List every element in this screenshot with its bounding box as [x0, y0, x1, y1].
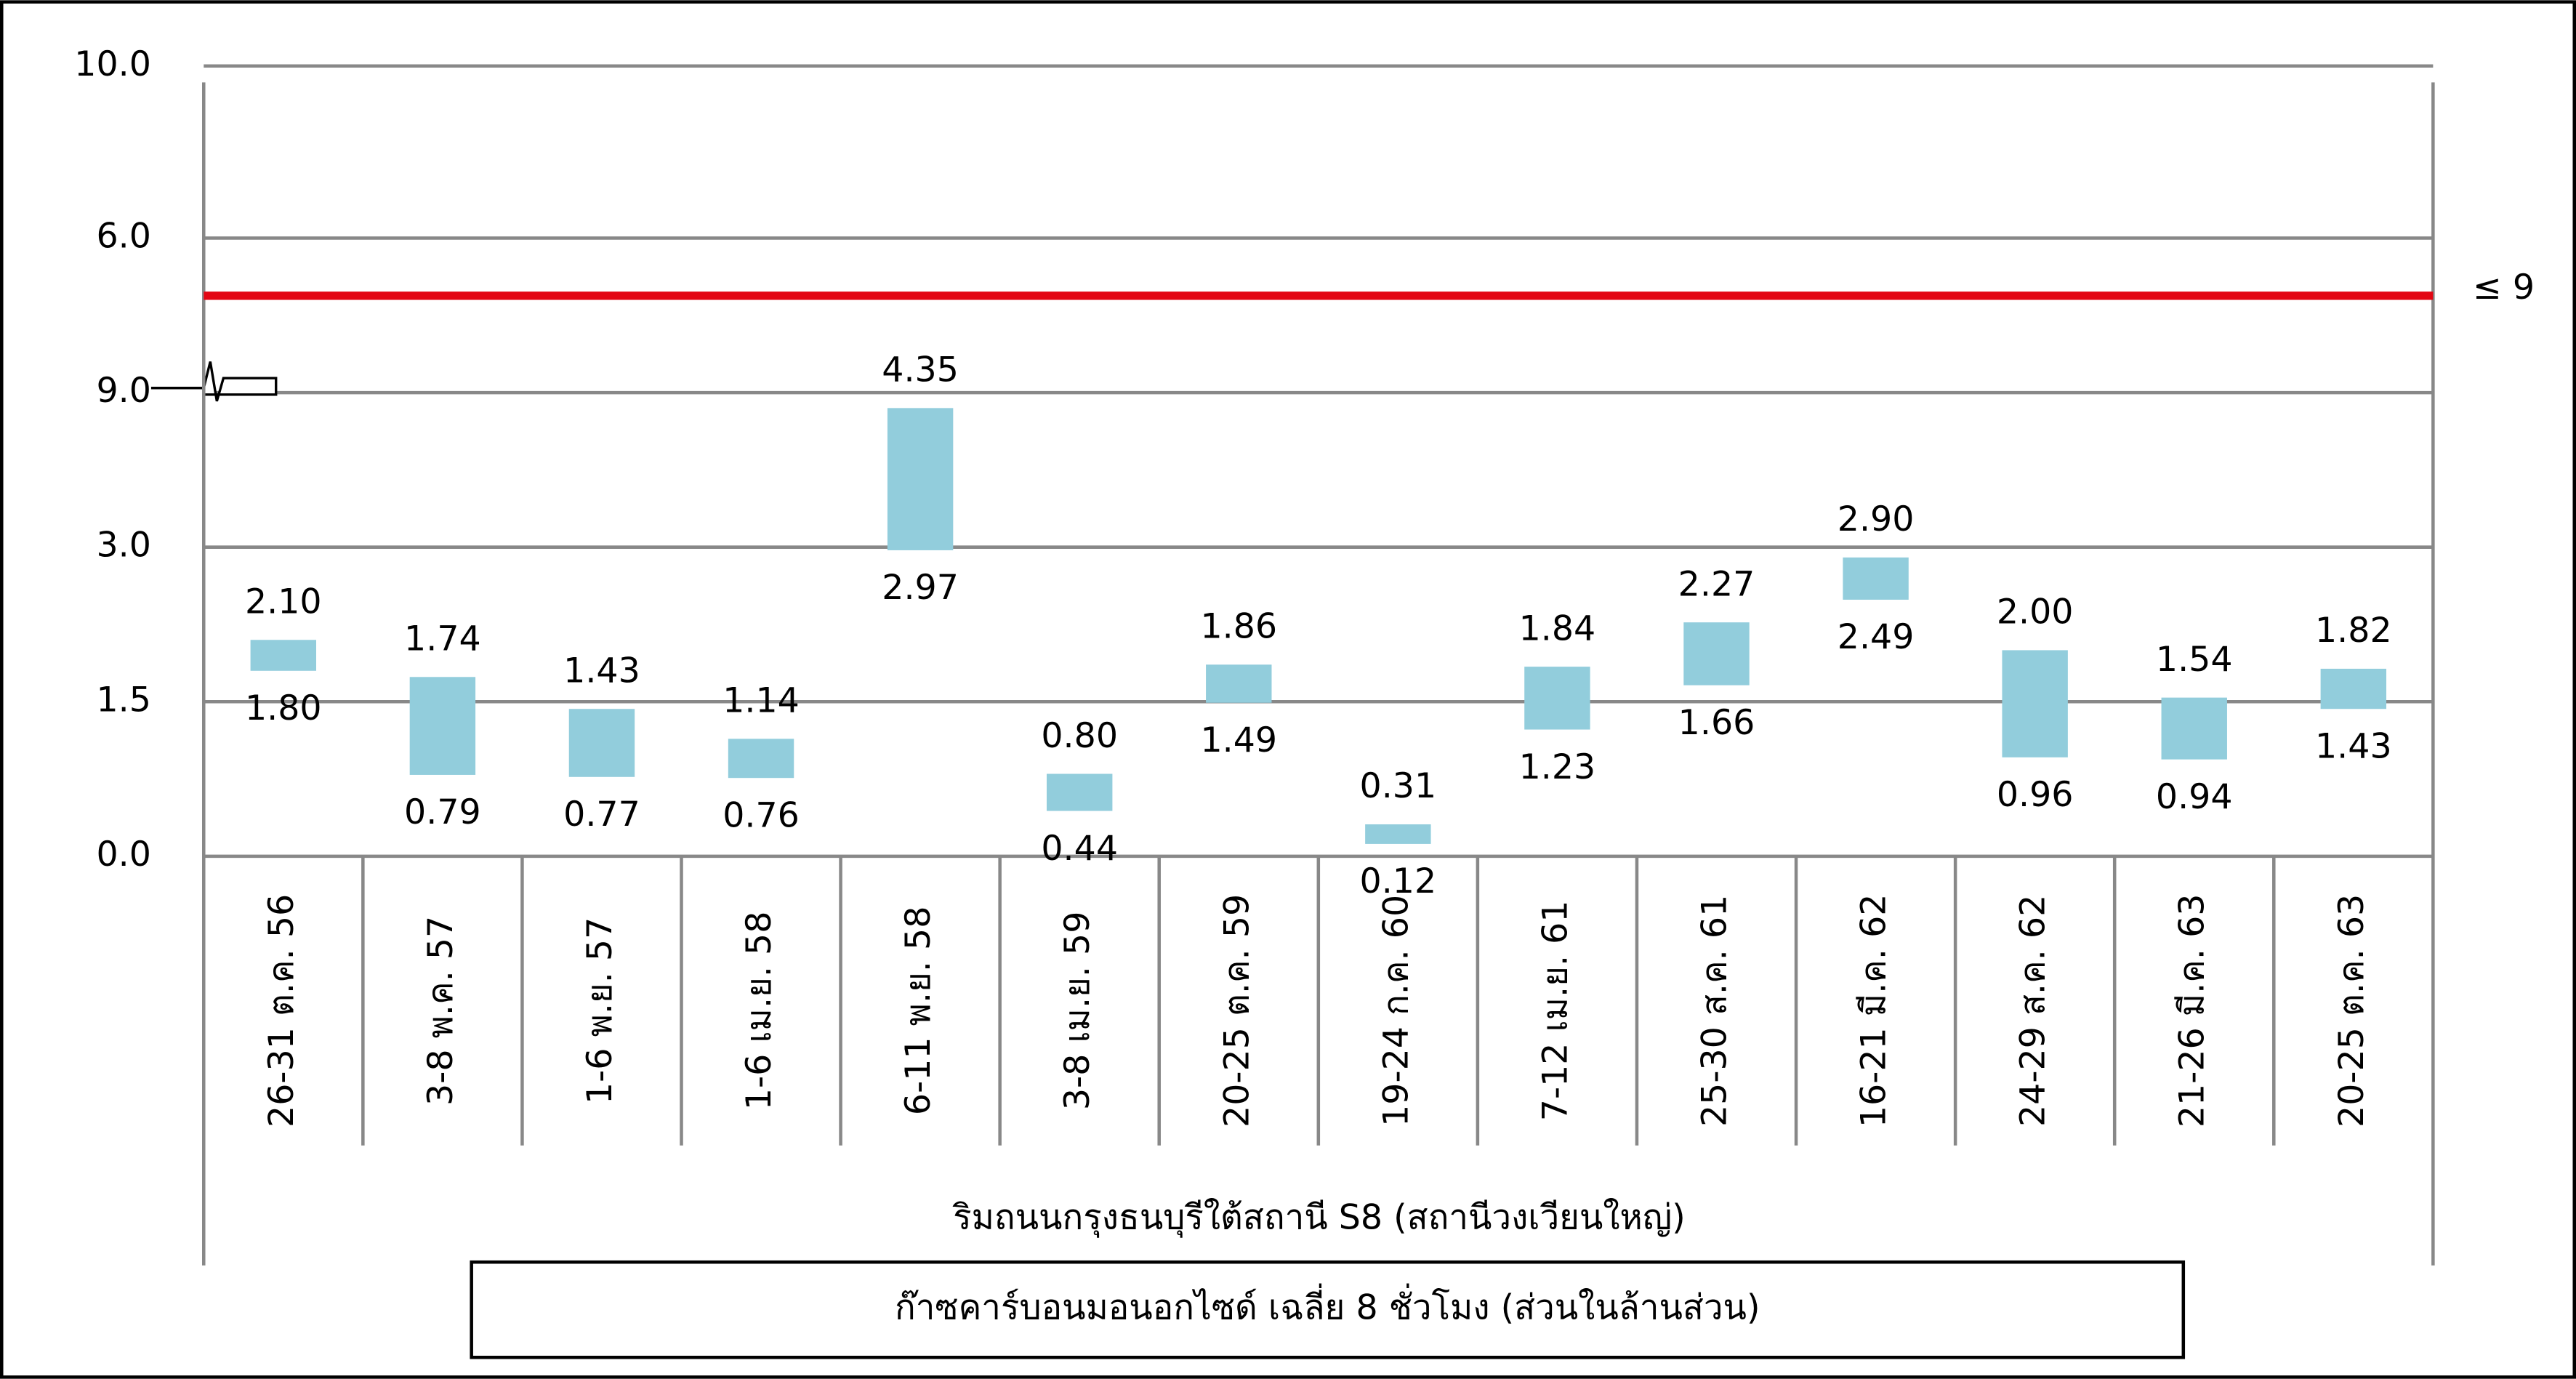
bar [1046, 773, 1113, 811]
x-tick-label: 20-25 ต.ค. 59 [1217, 894, 1257, 1127]
bar [1365, 824, 1431, 844]
high-label: 2.00 [1997, 592, 2074, 632]
high-label: 0.31 [1360, 766, 1437, 806]
x-tick-label: 25-30 ส.ค. 61 [1695, 895, 1735, 1127]
measure-label: ก๊าซคาร์บอนมอนอกไซด์ เฉลี่ย 8 ชั่วโมง (ส… [895, 1284, 1760, 1328]
x-tick-label: 19-24 ก.ค. 60 [1376, 895, 1416, 1127]
high-label: 1.74 [404, 619, 481, 659]
x-tick-label: 1-6 เม.ย. 58 [739, 912, 779, 1111]
low-label: 0.96 [1997, 775, 2074, 815]
x-axis-title: ริมถนนกรุงธนบุรีใต้สถานี S8 (สถานีวงเวีย… [952, 1197, 1686, 1238]
y-tick-label: 9.0 [96, 371, 150, 411]
high-label: 1.14 [723, 681, 800, 721]
bar [1524, 667, 1590, 730]
high-label: 1.43 [563, 651, 640, 691]
bar [728, 739, 794, 779]
bar [2002, 650, 2068, 757]
x-tick-label: 26-31 ต.ค. 56 [262, 894, 302, 1127]
bar [887, 408, 954, 550]
x-tick-label: 21-26 มี.ค. 63 [2173, 894, 2213, 1128]
y-tick-label: 10.0 [74, 44, 151, 84]
low-label: 1.49 [1200, 720, 1277, 760]
x-tick-label: 24-29 ส.ค. 62 [2013, 895, 2053, 1127]
low-label: 0.12 [1360, 861, 1437, 901]
low-label: 1.66 [1678, 703, 1755, 743]
low-label: 0.94 [2156, 777, 2233, 817]
high-label: 1.82 [2315, 611, 2392, 651]
y-tick-label: 1.5 [96, 680, 150, 720]
x-tick-label: 3-8 พ.ค. 57 [421, 916, 461, 1106]
high-label: 2.10 [245, 582, 322, 622]
reference-label: ≤ 9 [2473, 268, 2535, 307]
bar [1206, 664, 1272, 703]
low-label: 1.23 [1519, 747, 1596, 787]
high-label: 4.35 [882, 350, 959, 390]
high-label: 1.54 [2156, 640, 2233, 680]
bar [409, 677, 476, 775]
low-label: 0.76 [723, 795, 800, 835]
high-label: 1.86 [1200, 607, 1277, 647]
bar [568, 709, 635, 777]
x-tick-label: 7-12 เม.ย. 61 [1535, 901, 1575, 1122]
x-tick-label: 3-8 เม.ย. 59 [1058, 912, 1098, 1111]
x-tick-label: 1-6 พ.ย. 57 [580, 917, 620, 1104]
high-label: 2.90 [1838, 499, 1915, 539]
low-label: 0.79 [404, 792, 481, 832]
x-tick-label: 6-11 พ.ย. 58 [898, 906, 938, 1116]
measure-box [470, 1260, 2186, 1359]
bar [2320, 668, 2387, 709]
low-label: 0.77 [563, 795, 640, 835]
high-label: 2.27 [1678, 564, 1755, 604]
bar [250, 640, 317, 671]
y-tick-label: 3.0 [96, 526, 150, 566]
bar [1683, 622, 1750, 686]
x-tick-label: 16-21 มี.ค. 62 [1854, 894, 1894, 1128]
high-label: 0.80 [1041, 716, 1118, 756]
low-label: 2.49 [1838, 617, 1915, 657]
low-label: 2.97 [882, 568, 959, 608]
bar [2161, 697, 2227, 760]
low-label: 1.43 [2315, 726, 2392, 766]
y-tick-label: 6.0 [96, 216, 150, 256]
bar [1843, 557, 1909, 600]
y-tick-label: 0.0 [96, 835, 150, 875]
high-label: 1.84 [1519, 608, 1596, 648]
x-tick-label: 20-25 ต.ค. 63 [2332, 894, 2372, 1127]
low-label: 0.44 [1041, 829, 1118, 869]
low-label: 1.80 [245, 688, 322, 728]
